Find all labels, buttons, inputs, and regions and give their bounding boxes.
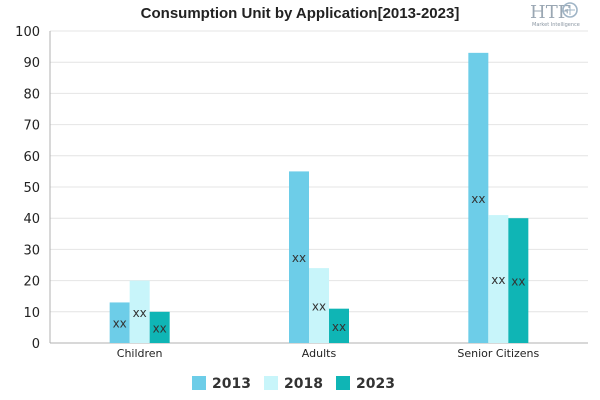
data-label: xx xyxy=(133,306,147,320)
y-tick-label: 70 xyxy=(23,119,40,134)
globe-lines-icon xyxy=(565,5,575,15)
data-label: xx xyxy=(312,300,326,314)
y-tick-label: 90 xyxy=(23,56,40,71)
chart-title: Consumption Unit by Application[2013-202… xyxy=(141,5,460,22)
bar-2023-children xyxy=(149,311,170,343)
y-tick-label: 10 xyxy=(23,306,40,321)
category-label: Children xyxy=(117,347,163,360)
y-tick-label: 60 xyxy=(23,150,40,165)
logo-text: HTF xyxy=(530,2,570,23)
legend-swatch xyxy=(192,376,206,390)
logo-subtext: Market Intelligence xyxy=(532,22,580,28)
bar-2018-senior-citizens xyxy=(488,215,509,343)
legend-swatch xyxy=(336,376,350,390)
bar-2018-children xyxy=(129,280,150,343)
bars xyxy=(109,52,529,344)
bar-2013-senior-citizens xyxy=(468,52,489,344)
legend-swatch xyxy=(264,376,278,390)
legend: 2013 2018 2023 xyxy=(192,376,395,392)
htf-logo: HTF Market Intelligence xyxy=(530,2,580,28)
y-tick-label: 0 xyxy=(32,337,40,352)
bar-2023-adults xyxy=(329,308,349,343)
gear-globe-icon xyxy=(562,2,578,18)
legend-label: 2023 xyxy=(356,376,395,392)
y-tick-label: 40 xyxy=(23,212,40,227)
y-tick-label: 50 xyxy=(23,181,40,196)
data-label: xx xyxy=(153,321,167,335)
y-axis-ticks: 0 10 20 30 40 50 60 70 80 90 100 xyxy=(15,25,40,352)
data-label: xx xyxy=(511,275,525,289)
legend-label: 2013 xyxy=(212,376,251,392)
legend-label: 2018 xyxy=(284,376,323,392)
data-label: xx xyxy=(113,317,127,331)
y-tick-label: 30 xyxy=(23,243,40,258)
y-tick-label: 100 xyxy=(15,25,40,40)
data-label: xx xyxy=(292,251,306,265)
data-label: xx xyxy=(332,320,346,334)
bar-2023-senior-citizens xyxy=(508,218,529,343)
bar-2013-adults xyxy=(289,171,309,343)
bar-2013-children xyxy=(109,302,130,343)
category-label: Adults xyxy=(302,347,337,360)
data-label: xx xyxy=(491,273,505,287)
data-label: xx xyxy=(471,192,485,206)
category-label: Senior Citizens xyxy=(457,347,539,360)
category-labels: Children Adults Senior Citizens xyxy=(117,347,540,360)
bar-2018-adults xyxy=(309,268,329,343)
y-tick-label: 80 xyxy=(23,87,40,102)
y-tick-label: 20 xyxy=(23,275,40,290)
